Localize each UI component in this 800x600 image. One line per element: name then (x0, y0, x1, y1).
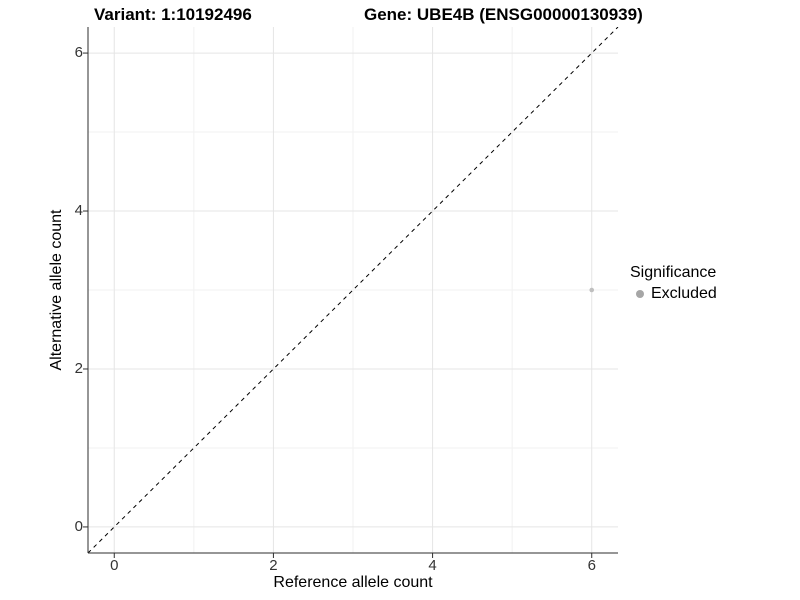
y-tick-label: 6 (74, 44, 83, 62)
y-tick-label: 4 (74, 202, 83, 220)
y-tick-label: 0 (74, 517, 83, 535)
legend: Significance Excluded (630, 264, 717, 303)
legend-entry: Excluded (630, 285, 717, 303)
x-tick-label: 4 (428, 557, 437, 574)
legend-entry-label: Excluded (651, 285, 717, 302)
legend-entries: Excluded (630, 285, 717, 303)
x-axis-title: Reference allele count (273, 574, 433, 591)
legend-title: Significance (630, 264, 717, 281)
x-tick-label: 0 (110, 557, 119, 574)
plot-panel (83, 27, 619, 558)
x-tick-label: 2 (269, 557, 278, 574)
y-tick-label: 2 (74, 359, 83, 377)
x-tick-label: 6 (587, 557, 596, 574)
y-axis-title: Alternative allele count (48, 209, 65, 371)
plot-title-gene: Gene: UBE4B (ENSG00000130939) (364, 5, 643, 24)
data-point (589, 287, 595, 293)
plot-title-variant: Variant: 1:10192496 (94, 5, 252, 24)
legend-key-dot-icon (636, 290, 644, 298)
